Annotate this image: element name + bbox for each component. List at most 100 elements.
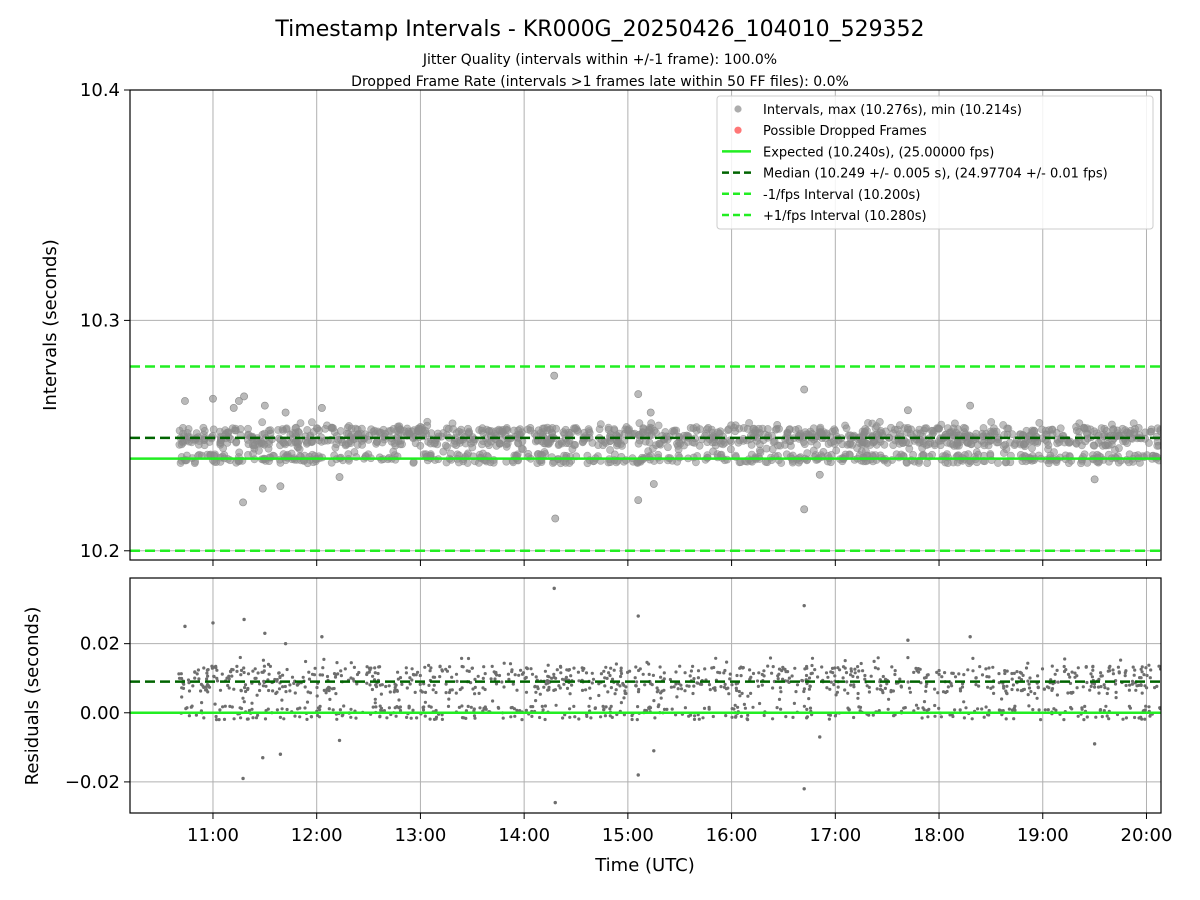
interval-point [296, 419, 305, 427]
residual-point [215, 668, 219, 672]
residual-point [193, 676, 197, 680]
interval-point [331, 443, 340, 452]
residual-point [692, 677, 696, 681]
interval-point [274, 426, 282, 434]
residual-point [1029, 690, 1033, 694]
residual-point [1070, 670, 1074, 674]
residual-point [253, 676, 257, 681]
residual-point [746, 694, 750, 698]
residual-point [434, 690, 438, 695]
residual-point [962, 673, 966, 677]
residual-point [275, 708, 279, 712]
residual-point [634, 684, 638, 688]
residual-point [659, 696, 663, 700]
residual-point [1137, 683, 1141, 688]
residual-point [762, 669, 766, 673]
residual-point [415, 716, 419, 720]
interval-point [966, 440, 975, 448]
residual-point [723, 682, 727, 687]
interval-outlier-point [1090, 475, 1099, 484]
residual-point [423, 714, 427, 718]
residual-point [1093, 685, 1097, 689]
residual-point [214, 664, 218, 669]
residual-point [285, 707, 289, 712]
residual-point [1026, 679, 1030, 683]
interval-point [175, 426, 184, 435]
residual-point [251, 669, 255, 673]
interval-point [739, 424, 748, 432]
residual-point [645, 709, 649, 713]
residual-point [267, 688, 271, 693]
residual-point [318, 704, 322, 709]
interval-point [817, 428, 826, 437]
residual-point [849, 683, 853, 687]
residual-point [506, 672, 510, 676]
residual-point [322, 688, 326, 693]
interval-outlier-point [229, 404, 238, 412]
residual-point [856, 675, 860, 679]
interval-point [769, 438, 778, 446]
residual-point [683, 689, 687, 693]
residual-point [365, 665, 369, 669]
residual-point [856, 696, 860, 700]
residual-point [1015, 688, 1020, 692]
residual-point [630, 717, 634, 722]
residual-point [533, 684, 537, 688]
interval-point [544, 439, 552, 448]
interval-point [902, 438, 910, 447]
residual-point [367, 670, 371, 674]
residual-point [734, 682, 738, 686]
residual-point [807, 676, 812, 680]
residual-point [421, 708, 426, 712]
interval-point [279, 438, 288, 447]
residual-point [1015, 670, 1019, 674]
interval-point [1125, 458, 1133, 467]
residual-point [261, 684, 265, 688]
residual-point [1027, 686, 1032, 690]
residual-point [1004, 689, 1008, 693]
residual-point [285, 667, 289, 672]
residual-point [582, 666, 586, 671]
residual-point [771, 665, 775, 669]
residual-point [387, 706, 391, 710]
residual-point [242, 666, 246, 670]
residual-point [771, 686, 775, 690]
residual-point [217, 718, 221, 722]
residual-point [616, 682, 620, 686]
interval-point [328, 423, 336, 432]
residual-point [464, 709, 468, 713]
residual-point [530, 672, 535, 676]
residual-point [538, 715, 542, 720]
residual-point [315, 713, 320, 718]
residual-point [916, 706, 920, 710]
residual-point [889, 688, 893, 693]
residual-point [481, 676, 485, 681]
interval-point [788, 458, 797, 467]
interval-point [785, 437, 794, 445]
residual-point [310, 672, 315, 676]
residual-point [511, 682, 515, 686]
residual-point [553, 688, 558, 692]
residual-point [205, 677, 209, 681]
residual-point [524, 690, 529, 694]
interval-point [943, 450, 951, 458]
residual-points [177, 586, 1161, 805]
interval-point [313, 424, 322, 433]
residual-point [478, 706, 482, 710]
residual-point [288, 689, 292, 693]
residual-point [618, 684, 622, 688]
residual-point [418, 673, 422, 678]
residual-point [875, 687, 879, 691]
residual-point [508, 662, 513, 666]
residual-point [382, 709, 386, 713]
residual-point [730, 683, 734, 687]
residual-point [873, 666, 878, 670]
residual-point [1124, 683, 1128, 688]
interval-point [644, 447, 653, 455]
residual-point [191, 684, 195, 688]
residual-point [440, 717, 444, 722]
residual-point [445, 669, 449, 673]
residual-point [185, 706, 189, 710]
interval-point [254, 446, 263, 455]
residual-point [603, 714, 608, 718]
